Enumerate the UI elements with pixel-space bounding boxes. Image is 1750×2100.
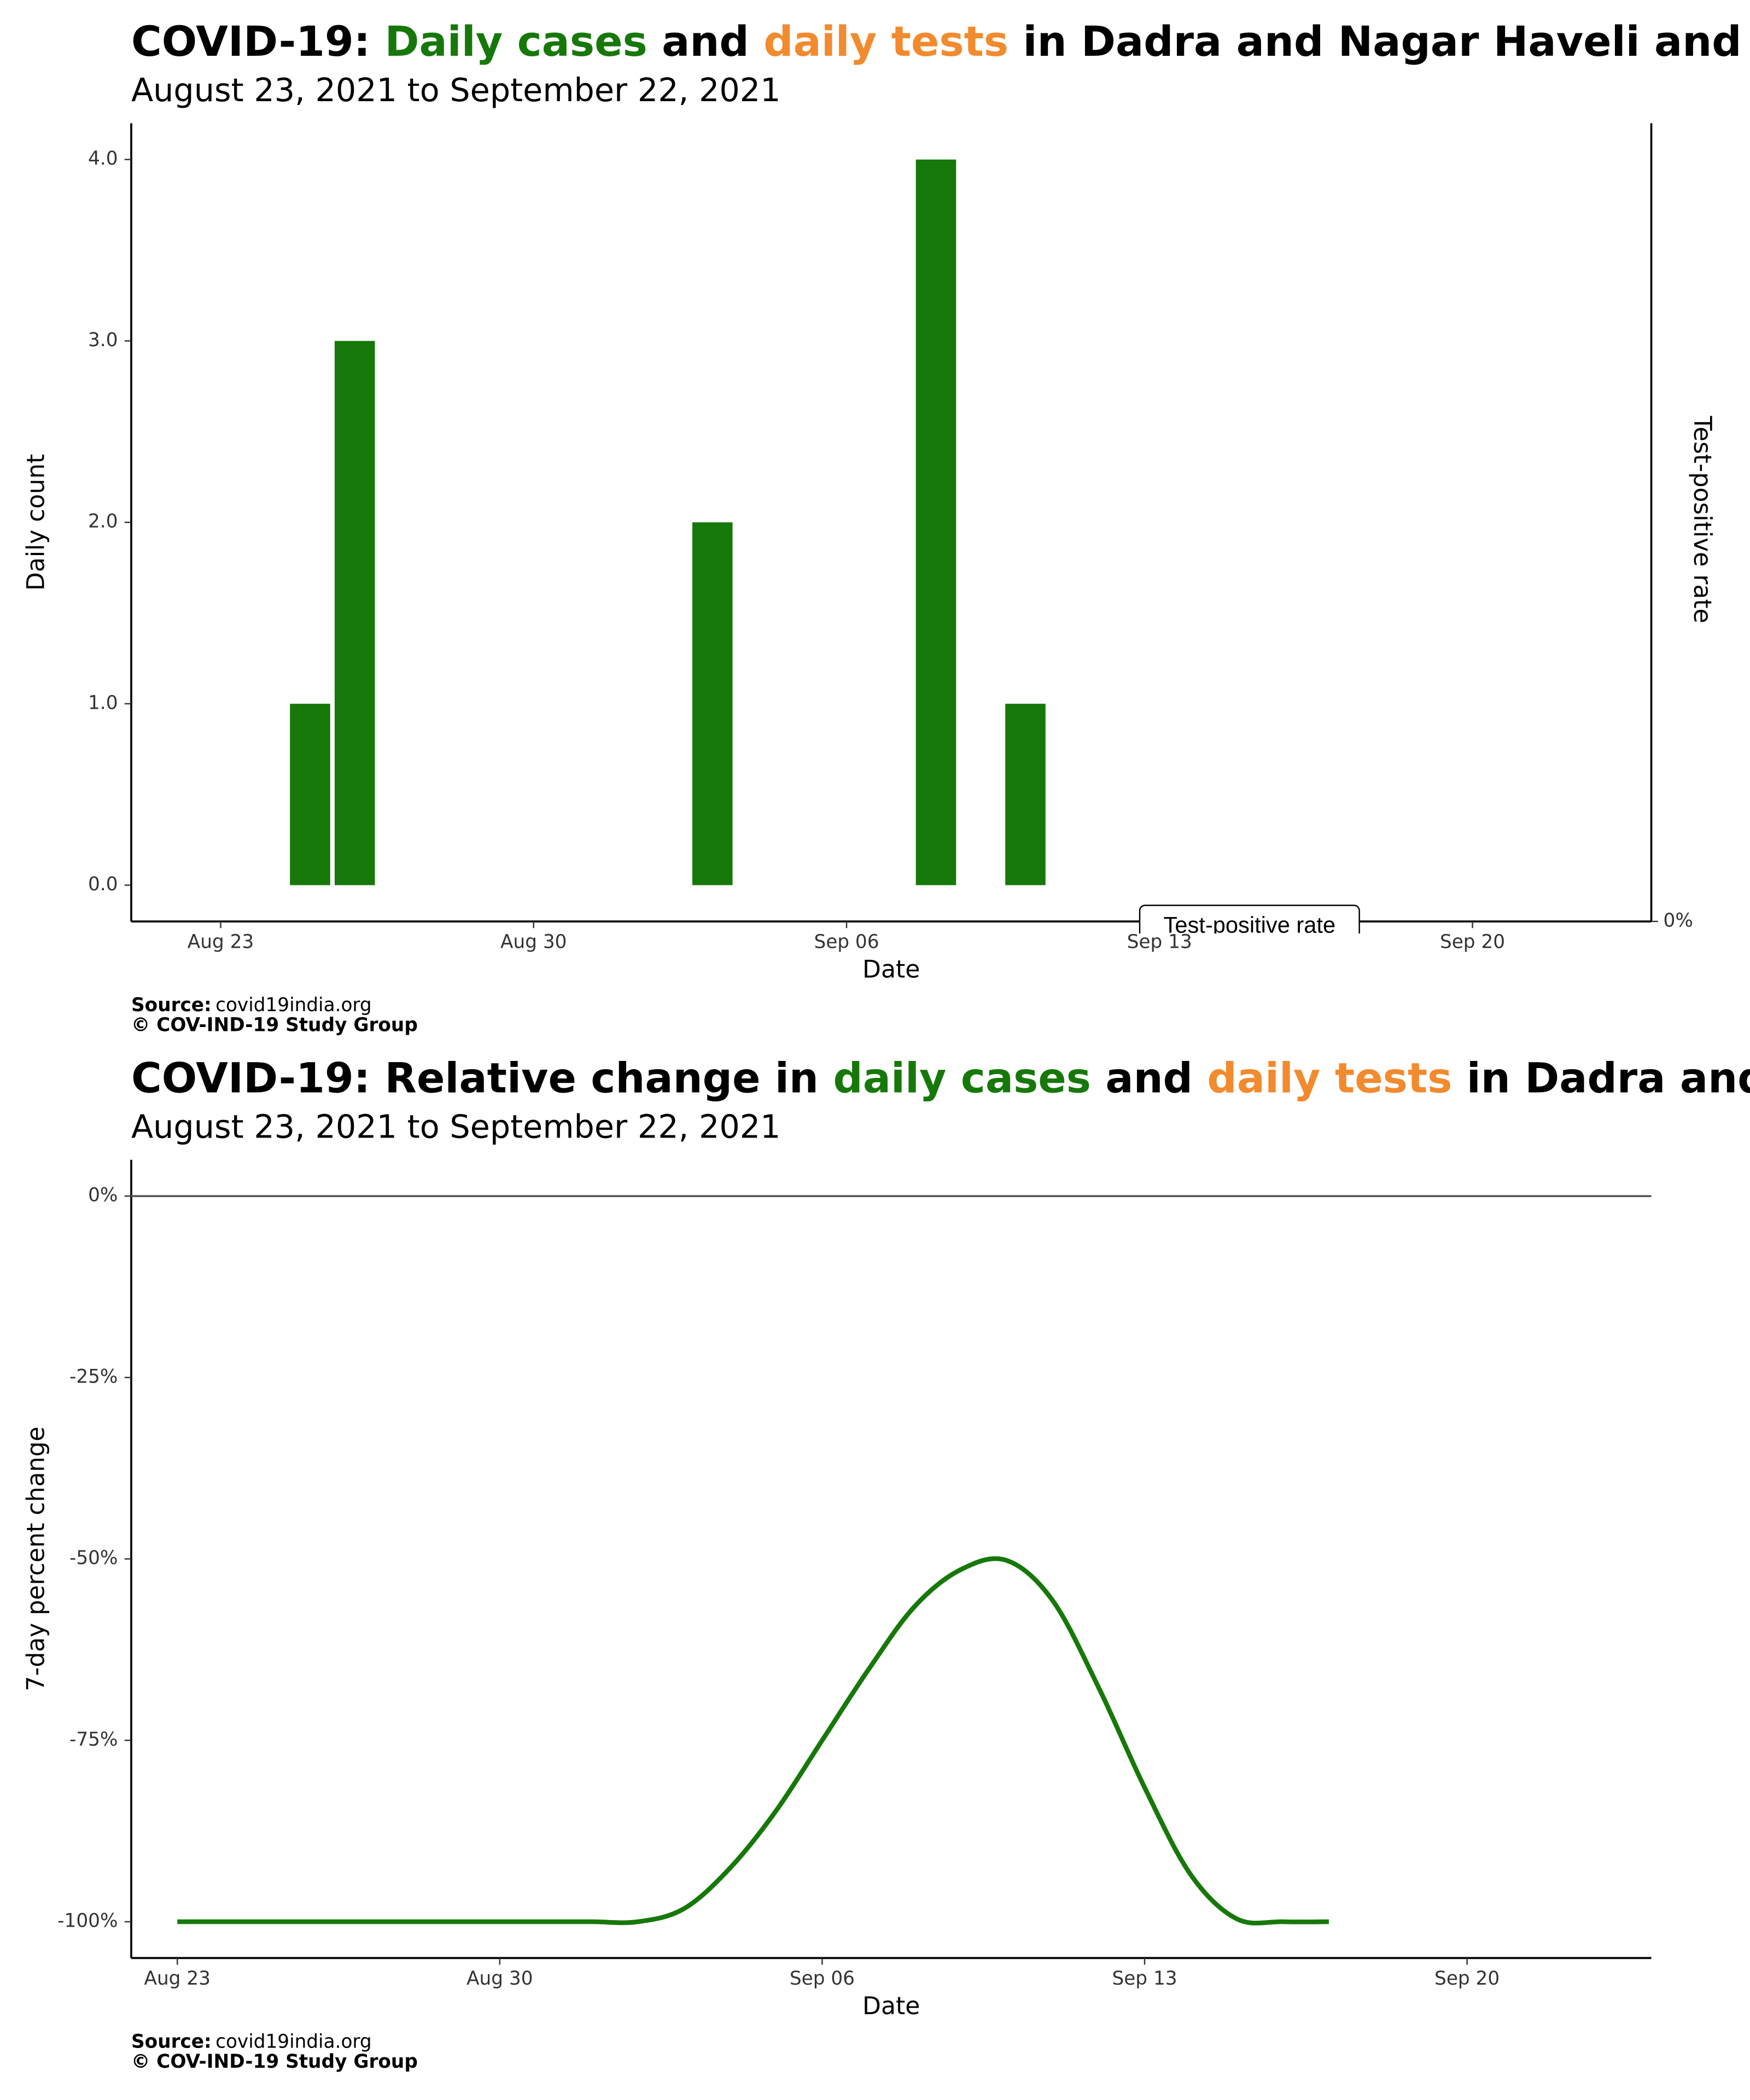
y-tick-label: 0.0 (88, 873, 118, 895)
source-label: Source: (131, 2031, 212, 2052)
y-axis-label: 7-day percent change (22, 1427, 50, 1691)
source: Source: covid19india.org (131, 2031, 372, 2052)
legend: Test-positive rate (1139, 905, 1360, 938)
source: Source: covid19india.org (131, 994, 372, 1016)
y2-axis-label: Test-positive rate (1688, 416, 1716, 623)
source-text: covid19india.org (215, 994, 372, 1016)
bar (915, 159, 956, 885)
x-tick-label: Aug 30 (466, 1968, 533, 1990)
bar (290, 703, 330, 885)
legend-box (1139, 905, 1360, 934)
y-axis-label: Daily count (22, 454, 50, 591)
title-part: and (648, 18, 763, 66)
title-part: and (1091, 1054, 1207, 1102)
y-tick-label: 2.0 (88, 511, 118, 533)
legend-title: Test-positive rate (1164, 912, 1336, 938)
chart-title: COVID-19: Relative change in daily cases… (131, 1054, 1750, 1102)
y-tick-label: 3.0 (88, 329, 118, 351)
title-part: Daily cases (385, 18, 648, 66)
title-part: daily cases (833, 1054, 1091, 1102)
title-part: in Dadra and Nagar Haveli and Daman and … (1452, 1054, 1750, 1102)
y-tick-label: -25% (69, 1366, 118, 1387)
x-axis-label: Date (862, 1992, 920, 2020)
x-tick-label: Sep 06 (814, 931, 879, 953)
x-tick-label: Sep 20 (1440, 931, 1505, 953)
chart-subtitle: August 23, 2021 to September 22, 2021 (131, 71, 781, 109)
bar (692, 522, 733, 885)
x-axis-label: Date (862, 956, 920, 984)
title-part: COVID-19: (131, 18, 385, 66)
title-part: daily tests (763, 18, 1008, 66)
title-part: daily tests (1207, 1054, 1452, 1102)
bar (1005, 703, 1046, 885)
y2-tick-label: 0% (1664, 909, 1693, 931)
y-tick-label: -100% (57, 1910, 118, 1932)
x-tick-label: Sep 20 (1434, 1968, 1500, 1990)
copyright: © COV-IND-19 Study Group (131, 2051, 418, 2073)
x-tick-label: Aug 23 (188, 931, 254, 953)
source-text: covid19india.org (215, 2031, 372, 2052)
line-series (177, 1556, 1329, 1926)
x-tick-label: Sep 13 (1127, 931, 1192, 953)
x-tick-label: Sep 13 (1112, 1968, 1177, 1990)
chart-title: COVID-19: Daily cases and daily tests in… (131, 18, 1750, 66)
y-tick-label: 1.0 (88, 692, 118, 714)
x-tick-label: Sep 06 (790, 1968, 855, 1990)
y-tick-label: -50% (69, 1547, 118, 1569)
x-tick-label: Aug 23 (144, 1968, 211, 1990)
source-label: Source: (131, 994, 212, 1016)
y-tick-label: 4.0 (88, 148, 118, 170)
bar (334, 341, 375, 885)
x-tick-label: Aug 30 (500, 931, 567, 953)
y-tick-label: -75% (69, 1729, 118, 1751)
chart-subtitle: August 23, 2021 to September 22, 2021 (131, 1108, 781, 1146)
y-tick-label: 0% (88, 1185, 118, 1206)
title-part: COVID-19: Relative change in (131, 1054, 833, 1102)
copyright: © COV-IND-19 Study Group (131, 1014, 418, 1036)
title-part: in Dadra and Nagar Haveli and Daman and … (1008, 18, 1750, 66)
